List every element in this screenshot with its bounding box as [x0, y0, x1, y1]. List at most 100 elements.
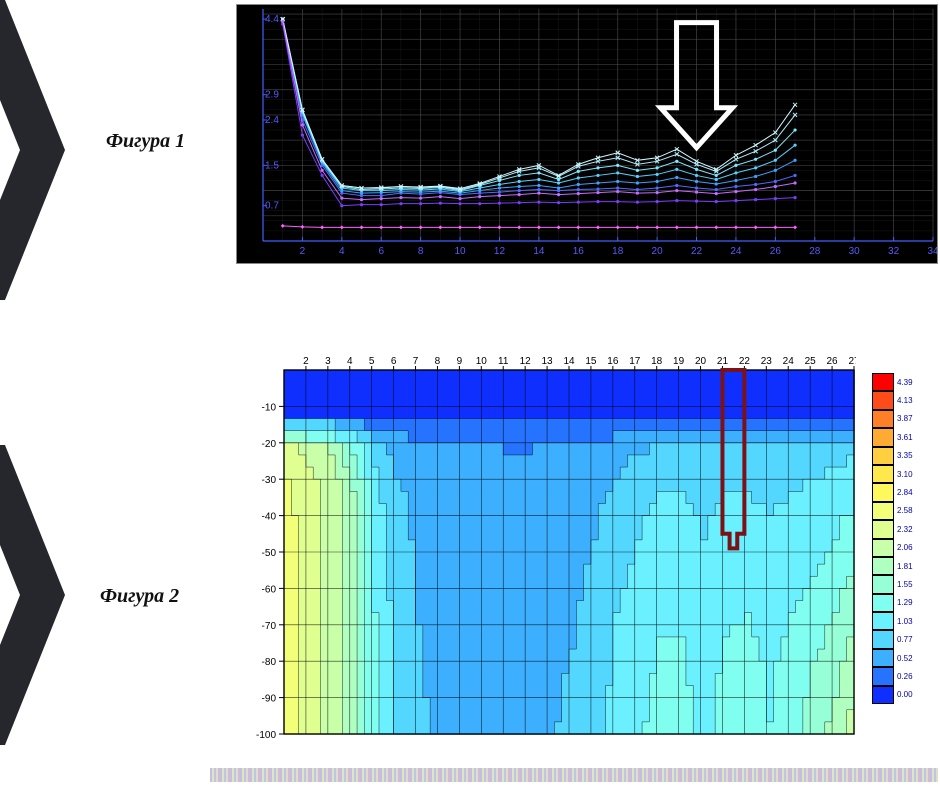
svg-text:12: 12: [520, 356, 532, 367]
legend-label: 0.26: [897, 672, 913, 681]
svg-text:20: 20: [695, 356, 707, 367]
legend-row: 2.06: [872, 539, 932, 557]
svg-text:25: 25: [805, 356, 817, 367]
legend-label: 4.39: [897, 378, 913, 387]
svg-text:10: 10: [476, 356, 488, 367]
svg-text:4: 4: [347, 356, 353, 367]
legend-row: 2.84: [872, 483, 932, 501]
legend-swatch: [872, 575, 894, 593]
legend-row: 3.35: [872, 447, 932, 465]
legend-row: 4.39: [872, 373, 932, 391]
legend-swatch: [872, 502, 894, 520]
svg-text:18: 18: [612, 246, 624, 257]
svg-text:-80: -80: [262, 657, 277, 668]
legend-label: 2.32: [897, 525, 913, 534]
chart1: 0.71.52.42.94.42468101214161820222426283…: [236, 4, 938, 264]
legend-row: 0.00: [872, 686, 932, 704]
svg-text:28: 28: [809, 246, 821, 257]
legend-row: 2.32: [872, 520, 932, 538]
svg-text:6: 6: [378, 246, 384, 257]
svg-text:-100: -100: [256, 730, 276, 740]
svg-text:-30: -30: [262, 475, 277, 486]
svg-text:4.4: 4.4: [265, 14, 279, 25]
legend-row: 4.13: [872, 391, 932, 409]
legend-label: 4.13: [897, 396, 913, 405]
legend-label: 2.58: [897, 506, 913, 515]
legend-swatch: [872, 649, 894, 667]
svg-text:16: 16: [607, 356, 619, 367]
legend-swatch: [872, 520, 894, 538]
svg-text:21: 21: [717, 356, 729, 367]
svg-text:20: 20: [652, 246, 664, 257]
svg-text:22: 22: [691, 246, 703, 257]
svg-text:19: 19: [673, 356, 685, 367]
svg-text:6: 6: [391, 356, 397, 367]
legend-label: 1.29: [897, 598, 913, 607]
svg-text:5: 5: [369, 356, 375, 367]
svg-text:3: 3: [325, 356, 331, 367]
figure2-label: Фигура 2: [100, 585, 179, 608]
legend-label: 3.61: [897, 433, 913, 442]
legend-label: 2.06: [897, 543, 913, 552]
deco-arrow-top: [0, 0, 80, 280]
chart2: 2345678910111213141516171819202122232425…: [236, 348, 856, 740]
legend-row: 0.52: [872, 649, 932, 667]
svg-text:-50: -50: [262, 548, 277, 559]
svg-text:14: 14: [563, 356, 575, 367]
svg-text:-10: -10: [262, 402, 277, 413]
legend-label: 0.52: [897, 654, 913, 663]
svg-text:27: 27: [848, 356, 856, 367]
svg-text:10: 10: [454, 246, 466, 257]
legend-row: 0.77: [872, 630, 932, 648]
legend-label: 1.03: [897, 617, 913, 626]
legend-row: 0.26: [872, 667, 932, 685]
svg-text:15: 15: [585, 356, 597, 367]
legend-label: 3.10: [897, 470, 913, 479]
deco-arrow-bottom: [0, 445, 80, 725]
legend-label: 3.35: [897, 451, 913, 460]
legend-row: 1.55: [872, 575, 932, 593]
svg-text:-60: -60: [262, 584, 277, 595]
svg-text:8: 8: [435, 356, 441, 367]
legend-swatch: [872, 686, 894, 704]
svg-text:26: 26: [827, 356, 839, 367]
svg-text:24: 24: [783, 356, 795, 367]
legend-swatch: [872, 428, 894, 446]
svg-text:-70: -70: [262, 621, 277, 632]
chart2-legend: 4.39 4.13 3.87 3.61 3.35 3.10 2.84 2.58 2.32 2.06…: [872, 373, 932, 713]
legend-swatch: [872, 447, 894, 465]
svg-text:2.4: 2.4: [265, 115, 279, 126]
legend-label: 2.84: [897, 488, 913, 497]
legend-label: 0.77: [897, 635, 913, 644]
legend-row: 1.03: [872, 612, 932, 630]
legend-swatch: [872, 630, 894, 648]
legend-label: 1.55: [897, 580, 913, 589]
legend-label: 1.81: [897, 562, 913, 571]
legend-swatch: [872, 410, 894, 428]
svg-text:17: 17: [629, 356, 641, 367]
legend-row: 1.81: [872, 557, 932, 575]
svg-text:7: 7: [413, 356, 419, 367]
legend-swatch: [872, 594, 894, 612]
svg-text:32: 32: [888, 246, 900, 257]
legend-swatch: [872, 612, 894, 630]
svg-text:18: 18: [651, 356, 663, 367]
svg-text:26: 26: [770, 246, 782, 257]
legend-row: 1.29: [872, 594, 932, 612]
svg-text:23: 23: [761, 356, 773, 367]
svg-text:22: 22: [739, 356, 751, 367]
svg-text:-20: -20: [262, 439, 277, 450]
svg-text:14: 14: [533, 246, 545, 257]
svg-text:2: 2: [300, 246, 306, 257]
svg-text:2: 2: [303, 356, 309, 367]
legend-swatch: [872, 667, 894, 685]
bottom-decorative-band: [210, 768, 938, 782]
figure1-label: Фигура 1: [106, 130, 185, 153]
svg-text:11: 11: [498, 356, 509, 367]
legend-label: 0.00: [897, 690, 913, 699]
legend-label: 3.87: [897, 414, 913, 423]
svg-text:30: 30: [849, 246, 861, 257]
legend-row: 2.58: [872, 502, 932, 520]
svg-text:4: 4: [339, 246, 345, 257]
legend-swatch: [872, 391, 894, 409]
